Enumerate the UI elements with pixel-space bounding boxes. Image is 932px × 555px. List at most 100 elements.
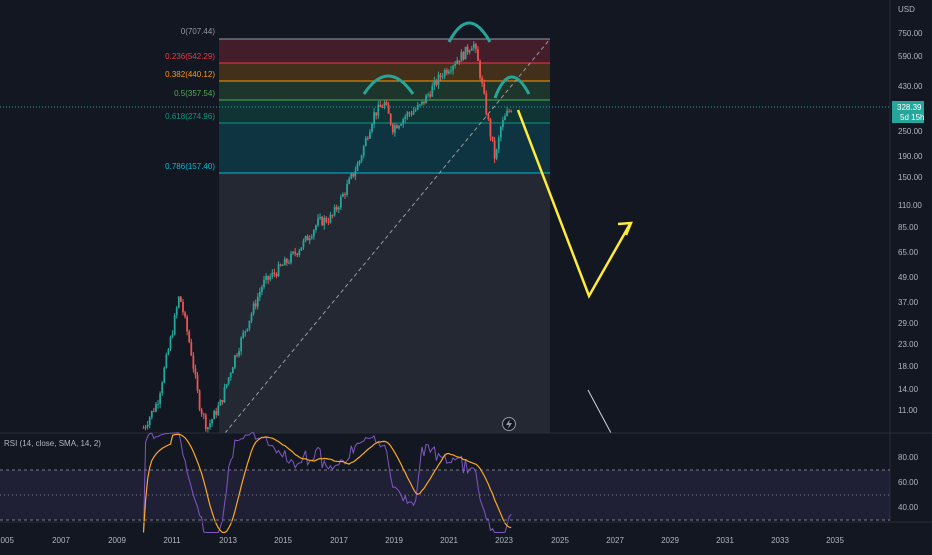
lightning-icon[interactable] xyxy=(502,417,516,431)
candle-body xyxy=(148,417,151,425)
candle-body xyxy=(510,111,513,112)
candle-body xyxy=(366,138,369,139)
candle-body xyxy=(333,207,336,216)
candle-body xyxy=(242,332,245,338)
candle-body xyxy=(485,93,488,115)
candle-body xyxy=(254,303,257,307)
candle-body xyxy=(300,247,303,251)
candle-body xyxy=(423,101,425,104)
candle-body xyxy=(323,217,326,226)
candle-body xyxy=(497,137,500,150)
projection-arrowhead xyxy=(617,221,633,236)
candle-body xyxy=(163,367,166,383)
candle-body xyxy=(479,60,481,78)
fib-label-0: 0(707.44) xyxy=(181,27,216,36)
price-tick: 750.00 xyxy=(898,29,923,38)
candle-body xyxy=(369,131,371,139)
candle-body xyxy=(184,312,186,317)
candle-body xyxy=(152,410,155,412)
candle-body xyxy=(377,104,380,116)
candle-body xyxy=(221,400,224,403)
time-tick: 2013 xyxy=(219,536,237,545)
rsi-tick: 40.00 xyxy=(898,503,919,512)
price-tick: 110.00 xyxy=(898,201,922,210)
candle-body xyxy=(391,124,394,133)
candle-body xyxy=(389,113,392,125)
rsi-tick: 60.00 xyxy=(898,478,919,487)
candle-body xyxy=(502,120,504,127)
rsi-tick: 80.00 xyxy=(898,453,919,462)
candle-body xyxy=(489,119,492,137)
candle-body xyxy=(302,240,305,248)
candle-body xyxy=(433,80,436,86)
rsi-pane[interactable]: RSI (14, close, SMA, 14, 2) 80.00 60.00 … xyxy=(0,432,932,534)
candle-body xyxy=(157,403,159,405)
candle-body xyxy=(186,316,189,332)
fib-label-0382: 0.382(440.12) xyxy=(165,70,215,79)
candle-body xyxy=(265,275,267,280)
candle-body xyxy=(198,390,201,410)
fibonacci-retracement[interactable]: 0(707.44) 0.236(542.29) 0.382(440.12) 0.… xyxy=(165,27,551,434)
candle-body xyxy=(360,155,363,161)
time-tick: 2005 xyxy=(0,536,14,545)
candle-body xyxy=(379,104,382,108)
candle-body xyxy=(204,414,207,430)
candle-body xyxy=(315,225,317,230)
candle-body xyxy=(225,384,228,388)
candle-body xyxy=(356,163,359,171)
candle-body xyxy=(317,218,319,226)
candle-body xyxy=(192,355,195,369)
candle-body xyxy=(294,251,297,254)
candle-body xyxy=(337,207,340,210)
candlestick-series[interactable] xyxy=(142,40,513,433)
candle-body xyxy=(431,85,434,97)
candle-body xyxy=(150,410,153,418)
candle-body xyxy=(462,51,465,60)
candle-body xyxy=(190,341,193,356)
candle-body xyxy=(231,367,234,374)
candle-body xyxy=(447,71,450,74)
candle-body xyxy=(396,125,398,129)
candle-body xyxy=(288,262,290,264)
candle-body xyxy=(211,419,213,424)
candle-body xyxy=(418,104,421,106)
candle-body xyxy=(146,424,149,427)
candle-body xyxy=(468,50,471,53)
head-and-shoulders-pattern[interactable] xyxy=(362,21,531,99)
candle-body xyxy=(398,125,400,129)
price-tick: 49.00 xyxy=(898,273,919,282)
candle-body xyxy=(223,387,226,403)
candle-body xyxy=(202,413,205,415)
candle-body xyxy=(236,355,238,357)
fib-label-0236: 0.236(542.29) xyxy=(165,52,215,61)
candle-body xyxy=(425,95,427,104)
fib-band-0786-1 xyxy=(219,173,550,433)
candle-body xyxy=(281,265,284,267)
candle-body xyxy=(200,409,203,414)
price-tick: 190.00 xyxy=(898,152,923,161)
candle-body xyxy=(429,94,432,97)
candle-body xyxy=(298,250,301,255)
candle-body xyxy=(182,301,184,313)
candle-body xyxy=(312,229,315,237)
candle-body xyxy=(464,46,467,60)
time-tick: 2023 xyxy=(495,536,513,545)
price-tick: 65.00 xyxy=(898,248,919,257)
candle-body xyxy=(373,112,376,124)
time-axis[interactable]: 2005 2007 2009 2011 2013 2015 2017 2019 … xyxy=(0,521,932,545)
time-tick: 2017 xyxy=(330,536,348,545)
price-axis[interactable]: USD 750.00 590.00 430.00 250.00 190.00 1… xyxy=(889,0,924,521)
projection-path[interactable] xyxy=(516,109,633,299)
candle-body xyxy=(290,253,292,263)
candle-body xyxy=(161,382,164,394)
white-trend-line xyxy=(587,389,612,434)
candle-body xyxy=(358,160,361,164)
candle-body xyxy=(155,404,157,412)
candle-body xyxy=(508,110,511,112)
time-tick: 2033 xyxy=(771,536,789,545)
candle-body xyxy=(159,393,162,404)
candle-body xyxy=(452,65,454,71)
time-tick: 2015 xyxy=(274,536,292,545)
candle-body xyxy=(252,303,255,314)
